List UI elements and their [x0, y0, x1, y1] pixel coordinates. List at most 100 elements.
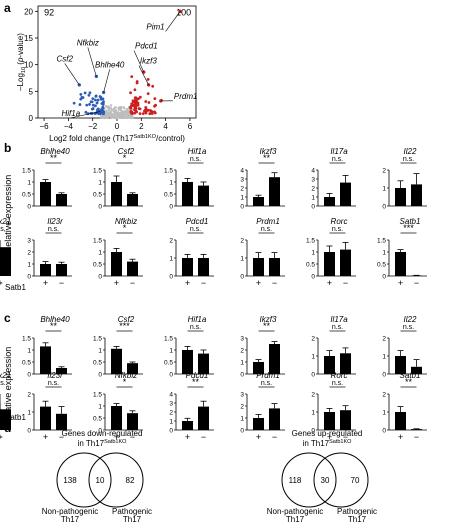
sig-label: **: [263, 321, 271, 331]
gene-title: Ikzf3: [260, 315, 277, 324]
sig-label: n.s.: [190, 156, 201, 163]
y-tick-label: 2: [240, 186, 244, 193]
y-tick-label: 3: [240, 336, 244, 343]
y-tick-label: 0: [27, 428, 31, 435]
gene-label: Ikzf3: [140, 57, 157, 66]
condition-label: −: [272, 278, 277, 288]
labeled-gene-point: [94, 74, 99, 79]
bar-subplot-csf2: Csf2 0 0.5 1 1.5 *: [93, 147, 143, 211]
down-point: [93, 98, 97, 102]
condition-label: −: [272, 432, 277, 442]
y-tick-label: 0: [382, 204, 386, 211]
y-tick-label: 2: [169, 238, 173, 245]
venn-overlap-count: 10: [96, 476, 105, 485]
ns-point: [109, 111, 112, 114]
y-tick-label: 0: [382, 372, 386, 379]
ns-point: [121, 111, 124, 115]
y-tick-label: 0: [311, 204, 315, 211]
y-tick-label: 0: [98, 428, 102, 435]
gene-title: Rorc: [331, 371, 348, 380]
y-tick-label: 0.5: [93, 416, 102, 423]
sig-label: n.s.: [190, 324, 201, 331]
condition-label: −: [0, 278, 3, 288]
down-point: [90, 107, 94, 111]
sig-label: n.s.: [261, 380, 272, 387]
y-tick-label: 0: [27, 372, 31, 379]
ns-point: [112, 107, 116, 110]
bar: [324, 356, 335, 374]
y-tick-label: 10: [24, 61, 33, 70]
panel-letter-c: c: [4, 311, 11, 325]
bar: [253, 362, 264, 374]
sig-label: n.s.: [261, 226, 272, 233]
y-tick-label: 1.5: [164, 336, 173, 343]
condition-label: +: [114, 278, 119, 288]
condition-label: +: [185, 278, 190, 288]
down-point: [102, 111, 106, 115]
sig-label: n.s.: [332, 156, 343, 163]
bar: [56, 264, 67, 276]
y-tick-label: 3: [169, 401, 173, 408]
y-tick-label: 1: [169, 180, 173, 187]
condition-label: +: [256, 432, 261, 442]
down-point: [95, 101, 99, 105]
bar: [0, 409, 11, 430]
sig-label: *: [123, 377, 127, 387]
y-tick-label: 1: [98, 180, 102, 187]
y-tick-label: 1: [27, 348, 31, 355]
gene-title: Il23r: [47, 217, 63, 226]
condition-label: +: [43, 432, 48, 442]
leader-line: [138, 65, 149, 86]
ns-point: [117, 106, 120, 110]
up-point: [135, 100, 139, 104]
up-point: [132, 103, 136, 107]
sig-label: ***: [403, 223, 414, 233]
gene-title: Tbx21: [0, 217, 11, 226]
gene-title: Ikzf3: [260, 147, 277, 156]
down-point: [81, 96, 85, 99]
bar-subplot-il23r: Il23r 0 1 2 3 n.s. + −: [27, 217, 72, 288]
bar: [253, 418, 264, 430]
y-tick-label: 0: [311, 428, 315, 435]
condition-label: −: [201, 432, 206, 442]
y-tick-label: 0: [27, 274, 31, 281]
leader-line: [70, 111, 101, 119]
ns-point: [109, 115, 113, 119]
up-point: [129, 91, 132, 95]
y-tick-label: 0.5: [22, 192, 31, 199]
condition-label: +: [327, 278, 332, 288]
y-tick-label: 2: [27, 392, 31, 399]
ns-point: [112, 115, 115, 118]
venn-circle-pathogenic: [88, 452, 144, 508]
bar: [182, 258, 193, 276]
venn-right-label-line-1: Pathogenic: [337, 507, 377, 516]
y-tick-label: 2: [311, 336, 315, 343]
down-point: [96, 108, 99, 112]
bar: [56, 194, 67, 206]
bar: [269, 177, 280, 206]
venn-right-label-line-1: Pathogenic: [112, 507, 152, 516]
bar: [340, 249, 351, 276]
y-tick-label: 0: [240, 428, 244, 435]
y-tick-label: 1: [98, 404, 102, 411]
y-tick-label: 1: [240, 256, 244, 263]
up-point: [144, 100, 148, 103]
y-tick-label: 3: [311, 177, 315, 184]
bar-subplot-nfkbiz: Nfkbiz 0 0.5 1 1.5 * + −: [93, 217, 143, 288]
bar: [395, 412, 406, 430]
venn-right-label-line-2: Th17: [123, 515, 142, 523]
ns-point: [129, 115, 133, 118]
y-tick-label: 0: [311, 274, 315, 281]
y-tick-label: 4: [169, 392, 173, 399]
condition-label: +: [398, 278, 403, 288]
up-point: [134, 97, 138, 101]
down-point: [94, 104, 97, 108]
y-tick-label: 2: [240, 404, 244, 411]
bar: [324, 412, 335, 430]
down-point: [101, 106, 105, 110]
sig-label: n.s.: [0, 380, 6, 387]
bar: [182, 421, 193, 430]
ns-point: [104, 112, 108, 116]
bar-subplot-satb1: Satb1 0 1 2 ** + −: [382, 371, 427, 442]
